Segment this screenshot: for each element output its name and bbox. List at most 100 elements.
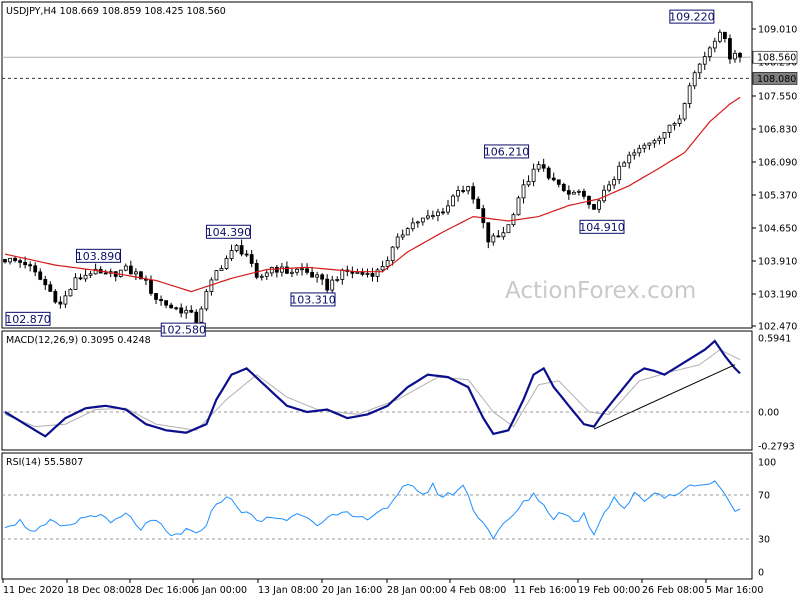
macd-panel — [1, 330, 753, 451]
candle-body — [199, 308, 204, 323]
macd-y-tick-label: 0.00 — [758, 408, 779, 419]
candle-body — [239, 245, 244, 255]
candle-body — [622, 162, 627, 167]
candle-body — [300, 268, 304, 271]
candle — [441, 207, 445, 216]
candle-body — [194, 311, 199, 323]
candle — [516, 195, 521, 216]
candle-body — [184, 309, 189, 314]
candle-body — [456, 190, 460, 197]
candle — [204, 288, 209, 312]
candle-body — [597, 200, 601, 210]
candle-body — [229, 250, 234, 259]
candle — [506, 224, 511, 234]
candle-body — [335, 279, 340, 281]
candle — [436, 208, 440, 222]
candle-body — [38, 271, 43, 280]
candle — [738, 51, 742, 63]
candle-body — [476, 198, 481, 210]
candle — [214, 270, 219, 281]
callout-label: 103.890 — [76, 250, 122, 263]
price-level-box — [752, 50, 798, 64]
candle-body — [506, 224, 511, 234]
candle-body — [717, 31, 722, 42]
rsi-y-tick-label: 30 — [758, 535, 770, 546]
candle — [456, 185, 460, 202]
candle-body — [174, 307, 179, 310]
candle — [330, 275, 335, 295]
candle — [420, 217, 425, 226]
candle — [355, 268, 360, 274]
candle-body — [733, 52, 737, 60]
candle — [627, 151, 632, 169]
candle — [451, 194, 455, 207]
candle — [582, 188, 586, 200]
candle — [325, 274, 330, 296]
candle-body — [607, 184, 612, 191]
candle — [315, 271, 320, 283]
candle — [133, 268, 138, 281]
macd-y-tick-label: 0.5941 — [758, 334, 791, 345]
candle-body — [224, 258, 229, 269]
candle-body — [118, 269, 123, 277]
candle-body — [441, 211, 445, 214]
candle — [58, 296, 63, 309]
candle — [164, 300, 168, 309]
candle-body — [612, 179, 617, 186]
candle-body — [410, 222, 415, 230]
candle-body — [561, 183, 566, 191]
candle-body — [390, 246, 395, 261]
candle-body — [48, 284, 53, 292]
candle-body — [28, 264, 33, 267]
x-tick-label: 19 Feb 00:00 — [578, 585, 640, 596]
candle-body — [602, 189, 606, 202]
candle — [476, 196, 481, 210]
candle-body — [632, 152, 637, 156]
rsi-panel — [1, 452, 753, 580]
candle — [98, 266, 103, 274]
candle — [350, 266, 355, 279]
candle-body — [290, 271, 294, 274]
candle-body — [521, 184, 526, 199]
candle-body — [285, 266, 289, 274]
price-header: USDJPY,H4 108.669 108.859 108.425 108.56… — [6, 6, 226, 17]
candle — [415, 220, 420, 228]
callout-box — [579, 219, 625, 234]
candle — [118, 269, 123, 278]
candle — [697, 63, 702, 78]
candle-body — [139, 271, 143, 280]
candle — [254, 259, 259, 280]
candle-body — [315, 274, 320, 278]
x-tick-label: 28 Dec 16:00 — [130, 585, 194, 596]
candle-body — [103, 272, 108, 275]
candle-body — [305, 268, 309, 273]
candle-body — [697, 63, 702, 74]
candle — [461, 185, 466, 194]
candle-body — [214, 270, 219, 281]
candle — [571, 190, 576, 195]
candle — [425, 209, 430, 221]
candle — [128, 260, 133, 275]
candle-body — [365, 273, 370, 275]
candle — [33, 262, 38, 277]
callout-box — [5, 311, 51, 326]
candle — [305, 263, 309, 275]
candle-body — [83, 274, 88, 280]
candle-body — [486, 222, 491, 243]
candle-body — [279, 266, 284, 273]
candle-body — [179, 307, 184, 314]
candle — [556, 179, 561, 188]
candle-body — [627, 154, 632, 164]
candle — [259, 273, 264, 281]
candle-body — [436, 211, 440, 216]
candle-body — [53, 291, 58, 303]
candle — [405, 227, 410, 236]
candle-body — [189, 309, 194, 313]
candle-body — [360, 272, 365, 275]
candle-body — [78, 277, 83, 280]
candle-body — [692, 72, 697, 87]
candle-body — [244, 253, 249, 256]
candle — [179, 303, 184, 318]
candle-body — [566, 190, 571, 195]
